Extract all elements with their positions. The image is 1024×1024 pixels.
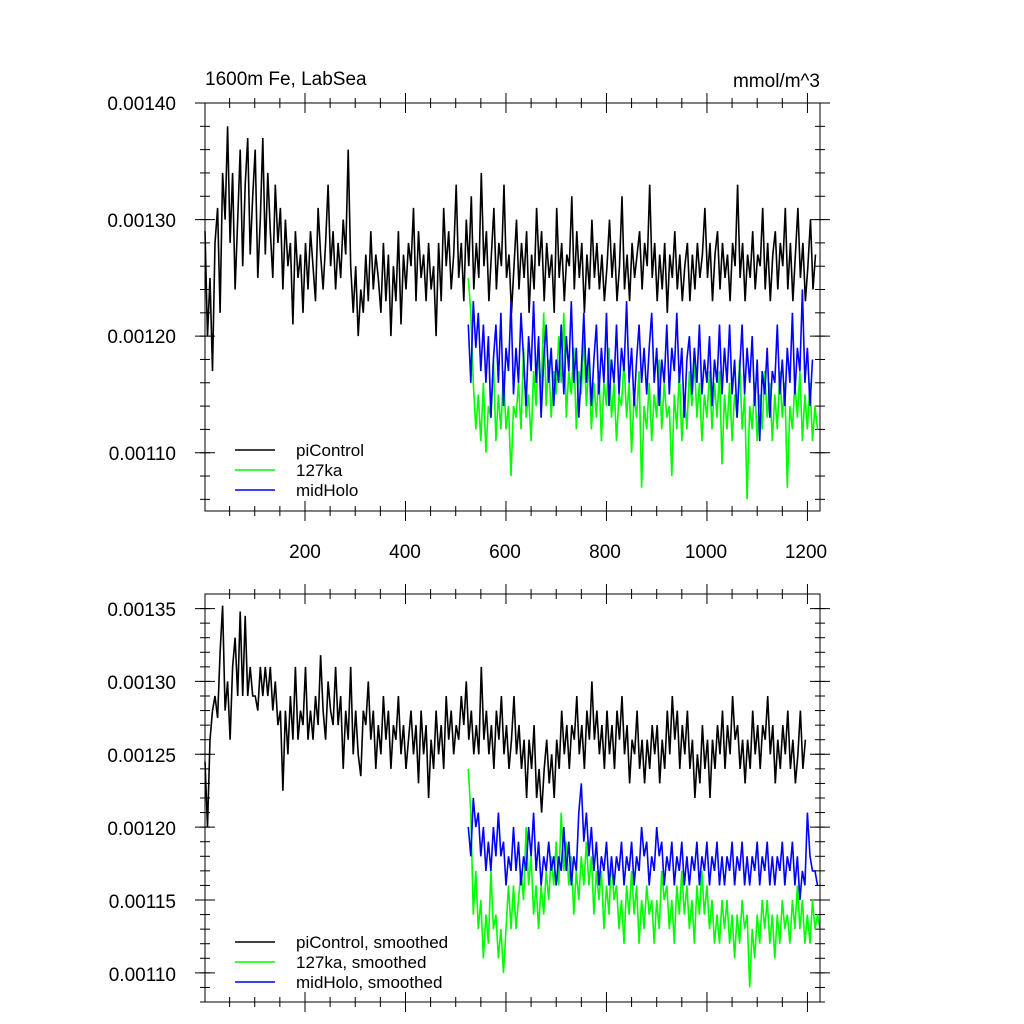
top-xtick-label-3: 800 <box>589 542 621 563</box>
top-series-line-midholo <box>467 289 814 442</box>
top-legend-label-1: 127ka <box>296 461 343 480</box>
top-plot-frame <box>204 102 821 512</box>
bottom-ytick-label-4: 0.00130 <box>107 673 176 694</box>
bottom-ytick-label-0: 0.00110 <box>109 965 176 986</box>
top-y-labels: 0.00110 0.00120 0.00130 0.00140 <box>107 94 176 465</box>
bottom-series <box>204 605 821 988</box>
bottom-series-line-midholo <box>467 783 819 901</box>
bottom-plot-frame <box>204 593 821 1003</box>
top-xtick-label-4: 1000 <box>685 542 727 563</box>
bottom-ytick-label-2: 0.00120 <box>107 819 176 840</box>
top-legend: piControl 127ka midHolo <box>235 441 364 500</box>
bottom-panel: 0.00110 0.00115 0.00120 0.00125 0.00130 … <box>107 584 830 1012</box>
bottom-ytick-label-3: 0.00125 <box>107 746 176 767</box>
bottom-legend-label-0: piControl, smoothed <box>296 933 448 952</box>
top-ytick-label-3: 0.00140 <box>107 94 176 115</box>
bottom-y-labels: 0.00110 0.00115 0.00120 0.00125 0.00130 … <box>107 600 176 986</box>
top-ytick-label-0: 0.00110 <box>109 444 176 465</box>
top-series-line-picontrol <box>204 126 817 372</box>
top-xtick-label-5: 1200 <box>785 542 827 563</box>
bottom-ytick-label-5: 0.00135 <box>107 600 176 621</box>
top-panel: 1600m Fe, LabSea mmol/m^3 0.00110 0.0012… <box>107 69 830 563</box>
top-ytick-label-2: 0.00130 <box>107 211 176 232</box>
top-xtick-label-0: 200 <box>289 542 321 563</box>
bottom-ytick-label-1: 0.00115 <box>109 892 176 913</box>
bottom-legend-label-1: 127ka, smoothed <box>296 953 426 972</box>
bottom-legend-label-2: midHolo, smoothed <box>296 973 442 992</box>
top-xtick-label-1: 400 <box>389 542 421 563</box>
top-ytick-label-1: 0.00120 <box>107 327 176 348</box>
top-xtick-label-2: 600 <box>489 542 521 563</box>
top-x-labels: 200 400 600 800 1000 1200 <box>289 542 827 563</box>
top-legend-label-0: piControl <box>296 441 364 460</box>
bottom-legend: piControl, smoothed 127ka, smoothed midH… <box>235 933 448 992</box>
top-series <box>204 126 819 500</box>
top-chart-units: mmol/m^3 <box>733 71 820 92</box>
top-legend-label-2: midHolo <box>296 481 358 500</box>
top-chart-title: 1600m Fe, LabSea <box>205 69 367 90</box>
bottom-series-line-picontrol <box>204 605 807 828</box>
